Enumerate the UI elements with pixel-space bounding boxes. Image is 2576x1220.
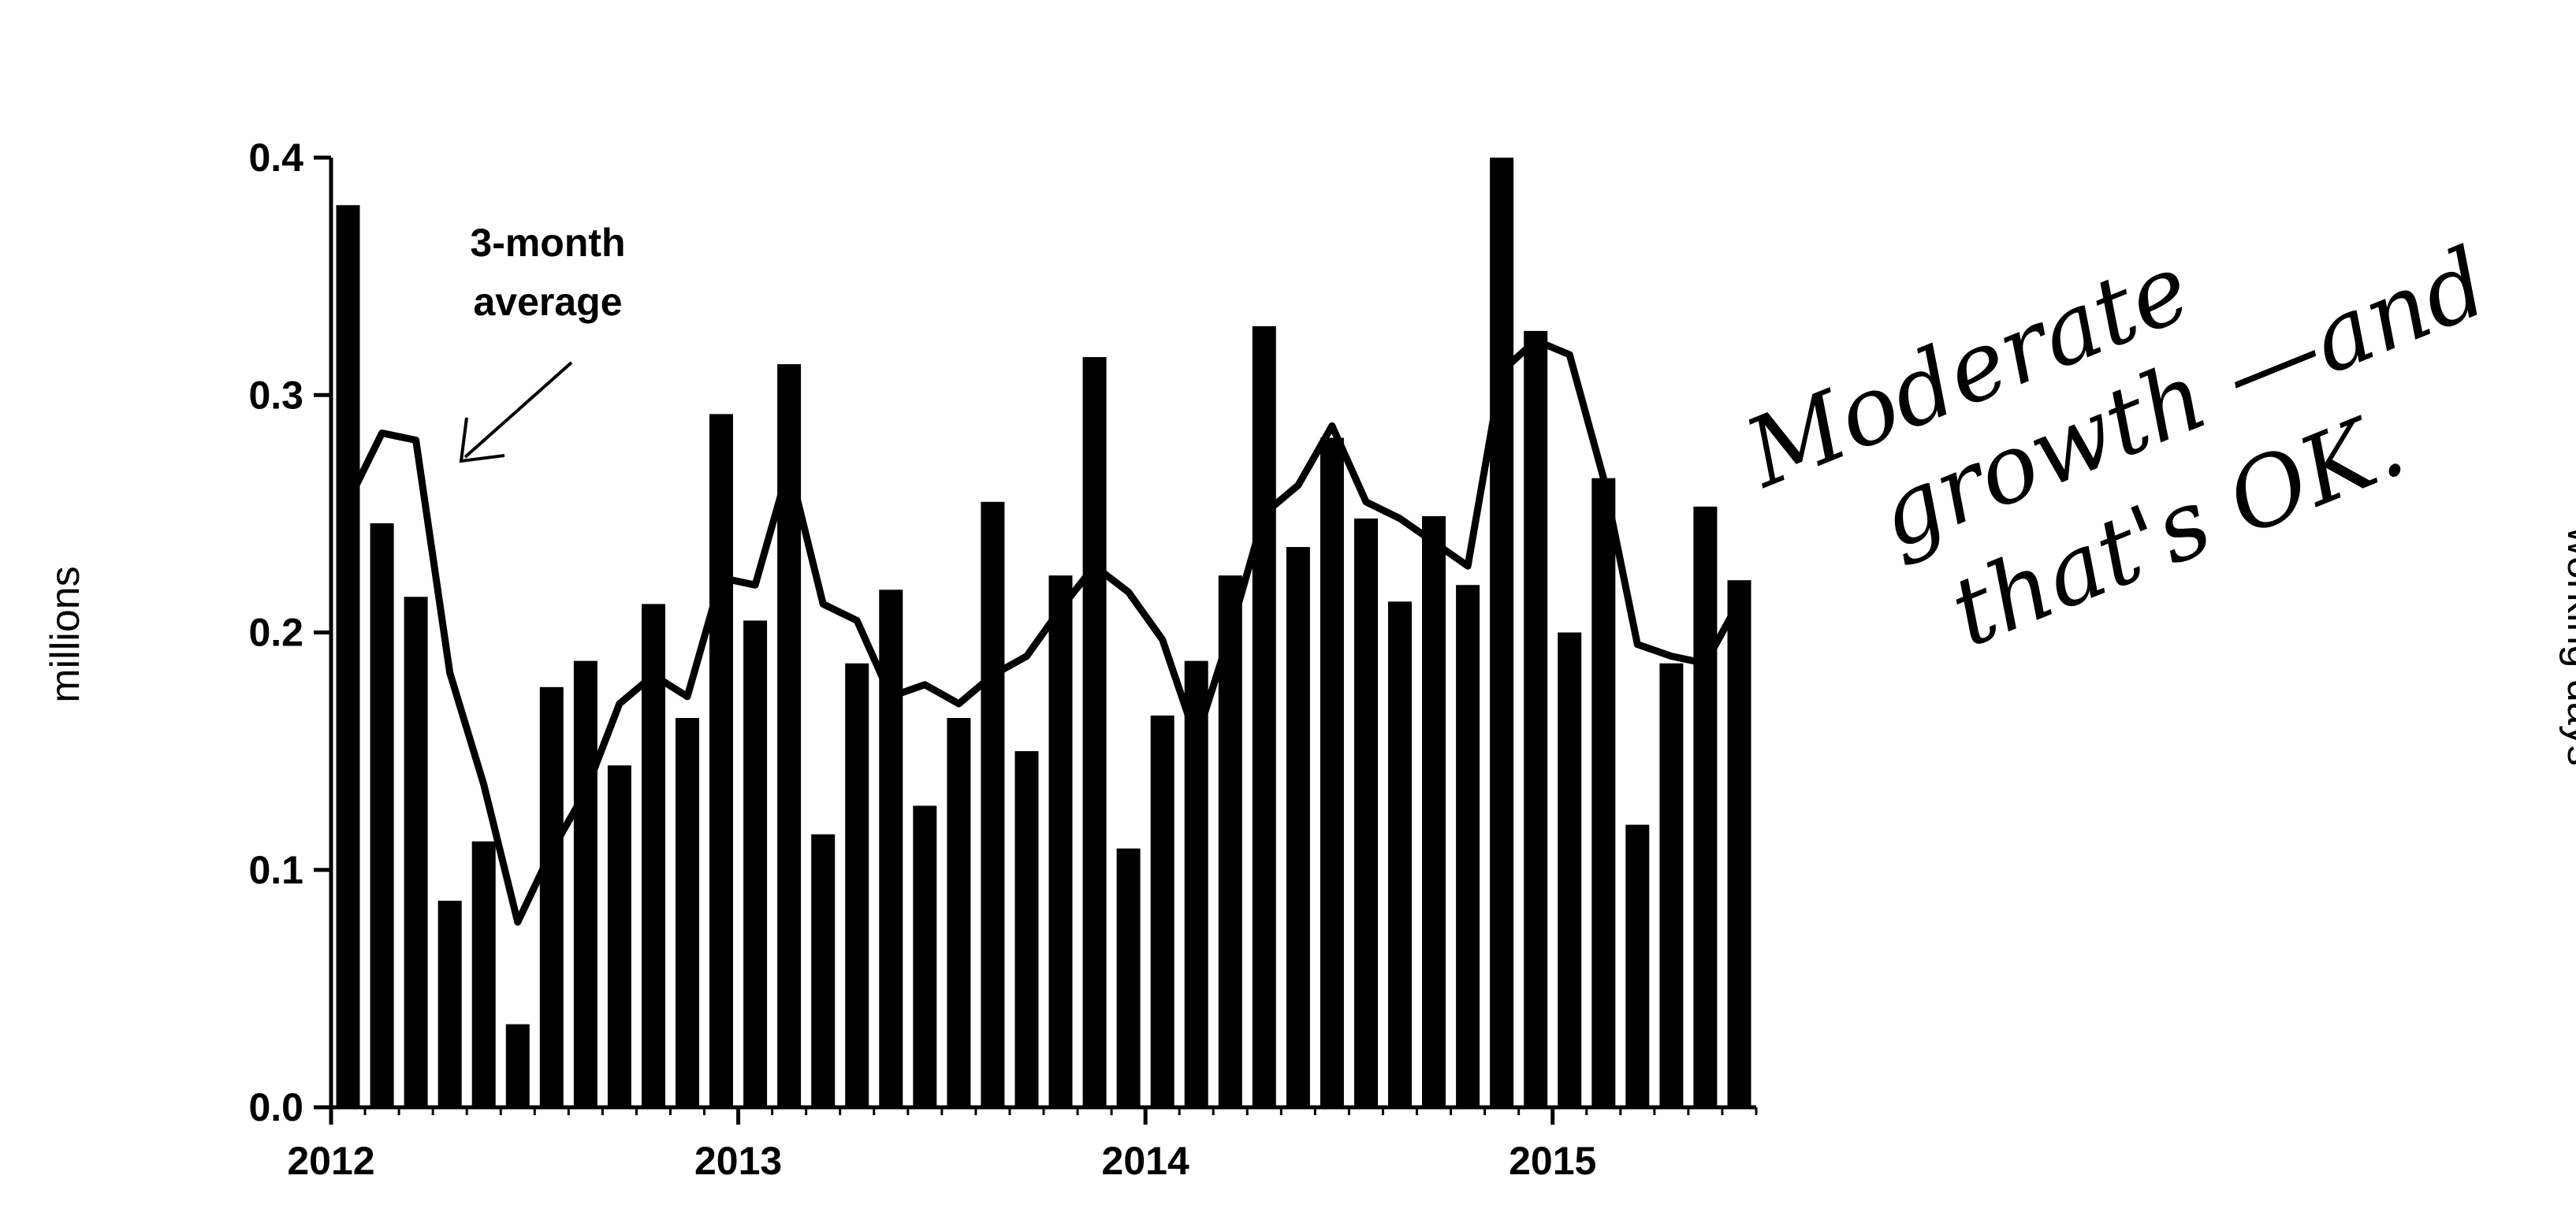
bar	[1354, 518, 1378, 1107]
y-tick-label: 0.0	[248, 1085, 303, 1129]
bar	[981, 501, 1005, 1107]
bar	[676, 718, 699, 1107]
x-tick-label: 2014	[1102, 1139, 1189, 1183]
bar	[1320, 437, 1344, 1107]
bar	[437, 900, 462, 1107]
y-tick-label: 0.3	[248, 373, 303, 417]
y-ticks: 0.0 0.1 0.2 0.3 0.4	[248, 136, 331, 1129]
bar	[539, 686, 564, 1107]
bar	[1659, 663, 1684, 1107]
bar	[336, 205, 360, 1108]
bar	[1456, 585, 1480, 1107]
bar	[642, 604, 665, 1107]
bar	[471, 841, 496, 1107]
y-tick-label: 0.1	[248, 848, 303, 892]
bar	[1150, 715, 1174, 1107]
bar	[1558, 632, 1582, 1107]
bar	[743, 620, 768, 1107]
x-tick-label: 2015	[1509, 1139, 1596, 1183]
bar	[1422, 515, 1446, 1107]
arrow-icon	[459, 361, 573, 463]
handwritten-note: Moderate growth —and that's OK.	[1730, 228, 2502, 669]
bar	[1286, 547, 1310, 1107]
y-tick-label: 0.4	[248, 136, 303, 180]
bar	[1693, 506, 1718, 1107]
x-tick-label: 2012	[287, 1139, 374, 1183]
bar	[1388, 601, 1412, 1107]
bar	[1252, 325, 1276, 1107]
y-tick-label: 0.2	[248, 611, 303, 655]
average-line	[344, 337, 1743, 926]
bar	[913, 805, 937, 1107]
bar	[1490, 158, 1514, 1107]
bar	[1591, 478, 1616, 1107]
y2-axis-title: working days	[2559, 526, 2576, 765]
bar	[1116, 848, 1141, 1107]
x-ticks: 2012 2013 2014 2015	[287, 1107, 1758, 1183]
annotation-line-2: average	[473, 280, 622, 324]
bar	[879, 590, 903, 1107]
annotation-line-1: 3-month	[470, 221, 625, 265]
bar	[1524, 330, 1548, 1107]
bar	[845, 663, 869, 1107]
bar	[1014, 751, 1039, 1107]
bar	[370, 523, 394, 1107]
bar	[505, 1024, 530, 1107]
bar	[1625, 824, 1650, 1107]
bar	[1727, 580, 1751, 1107]
bar	[811, 834, 836, 1107]
average-line-series	[344, 337, 1743, 926]
bar	[573, 660, 597, 1107]
bar	[1082, 357, 1107, 1108]
bar-series	[336, 158, 1751, 1108]
bar	[709, 414, 733, 1107]
x-tick-label: 2013	[694, 1139, 782, 1183]
bar	[947, 718, 971, 1107]
bar	[404, 597, 428, 1107]
bar	[1048, 575, 1073, 1107]
y-axis-title: millions	[43, 566, 88, 702]
bar	[607, 765, 631, 1107]
